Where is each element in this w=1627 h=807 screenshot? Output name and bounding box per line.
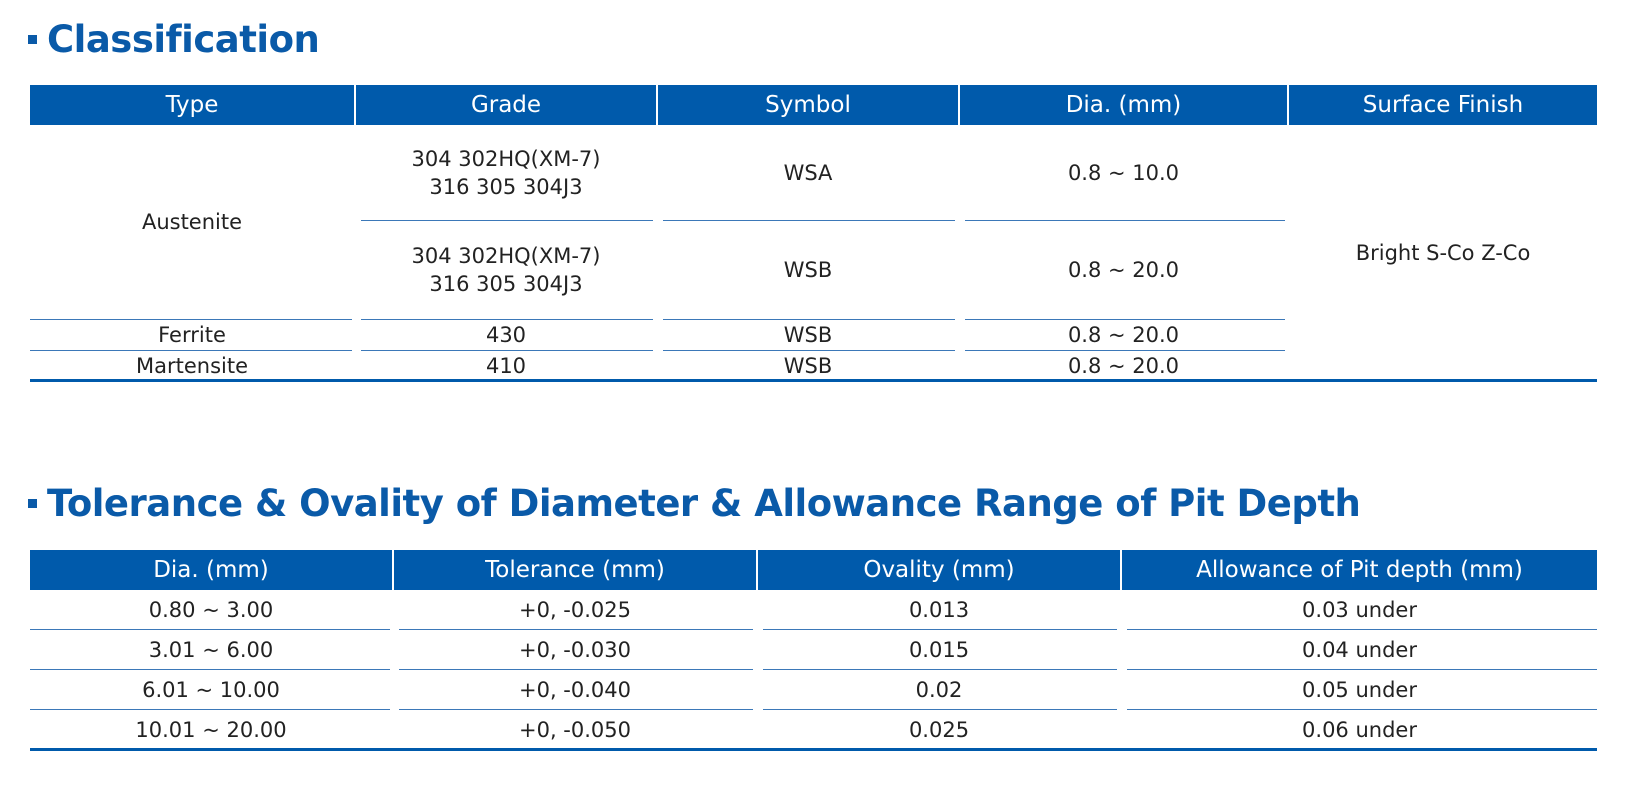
row-divider [30,709,390,710]
cell-pit-r3: 0.05 under [1302,677,1417,702]
classification-table: Type Grade Symbol Dia. (mm) Surface Fini… [30,85,1597,385]
header-symbol: Symbol [658,85,958,125]
cell-grade-row3: 430 [485,323,527,347]
row-divider [30,350,352,351]
tolerance-table: Dia. (mm) Tolerance (mm) Ovality (mm) Al… [30,550,1597,755]
table-bottom-rule [30,748,1597,751]
row-divider [965,220,1285,221]
row-divider [1127,629,1597,630]
row-divider [399,629,753,630]
row-divider [1127,709,1597,710]
tolerance-title-text: Tolerance & Ovality of Diameter & Allowa… [47,482,1361,525]
cell-tolerance-r3: +0, -0.040 [518,677,631,702]
cell-type-martensite: Martensite [135,354,248,378]
cell-ovality-r2: 0.015 [908,637,970,662]
cell-grade-row2: 304 302HQ(XM-7) 316 305 304J3 [411,244,601,296]
cell-dia-r3: 6.01 ~ 10.00 [142,677,280,702]
classification-title-text: Classification [47,18,320,61]
cell-dia-r1: 0.80 ~ 3.00 [148,597,274,622]
cell-surface-finish: Bright S-Co Z-Co [1355,241,1531,265]
row-divider [663,319,955,320]
row-divider [965,319,1285,320]
title-bullet-icon [28,499,37,508]
title-bullet-icon [28,35,37,44]
row-divider [30,629,390,630]
row-divider [663,220,955,221]
cell-symbol-row4: WSB [783,354,833,378]
cell-ovality-r4: 0.025 [908,717,970,742]
row-divider [965,350,1285,351]
header-dia: Dia. (mm) [30,550,392,590]
header-grade: Grade [356,85,656,125]
cell-dia-row4: 0.8 ~ 20.0 [1067,354,1180,378]
row-divider [361,350,653,351]
cell-grade-row1: 304 302HQ(XM-7) 316 305 304J3 [411,147,601,199]
cell-dia-row3: 0.8 ~ 20.0 [1067,323,1180,347]
row-divider [763,669,1117,670]
cell-dia-r4: 10.01 ~ 20.00 [135,717,287,742]
row-divider [399,669,753,670]
row-divider [763,629,1117,630]
row-divider [763,709,1117,710]
row-divider [361,319,653,320]
cell-ovality-r3: 0.02 [915,677,963,702]
cell-tolerance-r2: +0, -0.030 [518,637,631,662]
cell-dia-row2: 0.8 ~ 20.0 [1067,258,1180,282]
row-divider [30,669,390,670]
row-divider [1127,669,1597,670]
classification-title: Classification [28,18,320,61]
cell-pit-r4: 0.06 under [1302,717,1417,742]
cell-tolerance-r1: +0, -0.025 [518,597,631,622]
cell-type-austenite: Austenite [141,210,243,234]
cell-symbol-row3: WSB [783,323,833,347]
header-pit-depth: Allowance of Pit depth (mm) [1122,550,1597,590]
cell-grade-row4: 410 [485,354,527,378]
header-type: Type [30,85,354,125]
cell-dia-r2: 3.01 ~ 6.00 [148,637,274,662]
cell-pit-r1: 0.03 under [1302,597,1417,622]
cell-type-ferrite: Ferrite [158,323,226,347]
row-divider [663,350,955,351]
cell-symbol-row2: WSB [783,258,833,282]
cell-symbol-row1: WSA [783,161,833,185]
header-tolerance: Tolerance (mm) [394,550,756,590]
row-divider [30,319,352,320]
cell-ovality-r1: 0.013 [908,597,970,622]
tolerance-title: Tolerance & Ovality of Diameter & Allowa… [28,482,1361,525]
header-ovality: Ovality (mm) [758,550,1120,590]
header-surface-finish: Surface Finish [1289,85,1597,125]
cell-pit-r2: 0.04 under [1302,637,1417,662]
row-divider [399,709,753,710]
table-bottom-rule [30,379,1597,382]
cell-tolerance-r4: +0, -0.050 [518,717,631,742]
header-dia: Dia. (mm) [960,85,1287,125]
row-divider [361,220,653,221]
cell-dia-row1: 0.8 ~ 10.0 [1067,161,1180,185]
